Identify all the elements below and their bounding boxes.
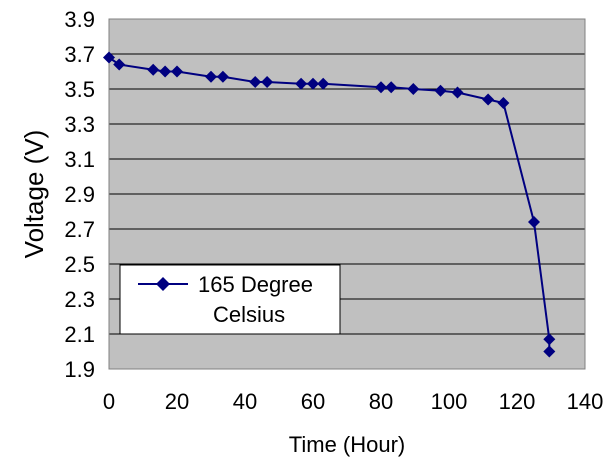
data-point <box>543 333 556 346</box>
y-tick-label: 2.7 <box>64 217 95 242</box>
y-tick-labels: 3.9 3.7 3.5 3.3 3.1 2.9 2.7 2.5 2.3 2.1 1.9 <box>64 7 95 382</box>
x-tick-label: 140 <box>567 389 604 414</box>
data-point <box>261 76 274 88</box>
data-point <box>103 51 115 64</box>
legend-label-line1: 165 Degree <box>198 272 313 297</box>
data-point <box>249 76 262 88</box>
data-point <box>543 345 556 358</box>
x-tick-label: 60 <box>301 389 325 414</box>
y-tick-label: 2.9 <box>64 182 95 207</box>
y-tick-label: 3.5 <box>64 77 95 102</box>
legend-label-line2: Celsius <box>213 302 285 327</box>
y-tick-label: 2.3 <box>64 287 95 312</box>
plot-frame <box>108 18 586 370</box>
x-tick-label: 20 <box>165 389 189 414</box>
x-tick-labels: 0 20 40 60 80 100 120 140 <box>103 389 603 414</box>
data-point <box>375 81 387 94</box>
x-tick-label: 40 <box>233 389 257 414</box>
y-tick-label: 1.9 <box>64 357 95 382</box>
data-point <box>159 65 172 78</box>
x-tick-label: 100 <box>431 389 468 414</box>
x-axis-title: Time (Hour) <box>289 432 406 457</box>
data-point <box>434 84 447 97</box>
series-layer <box>103 51 556 358</box>
data-point <box>307 77 319 90</box>
data-point <box>451 86 464 99</box>
x-tick-label: 0 <box>103 389 115 414</box>
data-point <box>113 58 126 71</box>
y-tick-label: 3.9 <box>64 7 95 32</box>
data-point <box>528 216 540 228</box>
data-point <box>317 77 330 90</box>
y-tick-label: 2.5 <box>64 252 95 277</box>
y-tick-label: 2.1 <box>64 322 95 347</box>
data-point <box>205 70 217 83</box>
y-tick-label: 3.7 <box>64 42 95 67</box>
y-axis-title: Voltage (V) <box>19 130 49 259</box>
legend: 165 Degree Celsius <box>119 264 341 335</box>
legend-box <box>119 264 341 335</box>
data-point <box>216 70 229 83</box>
data-point <box>171 65 183 78</box>
legend-diamond-marker <box>156 277 170 291</box>
y-tick-label: 3.3 <box>64 112 95 137</box>
data-point <box>147 63 160 76</box>
y-tick-label: 3.1 <box>64 147 95 172</box>
data-point <box>497 97 510 109</box>
data-point <box>385 81 398 94</box>
data-point <box>407 83 420 95</box>
data-point <box>295 77 308 90</box>
data-point <box>482 93 495 106</box>
x-tick-label: 120 <box>499 389 536 414</box>
x-tick-label: 80 <box>369 389 393 414</box>
